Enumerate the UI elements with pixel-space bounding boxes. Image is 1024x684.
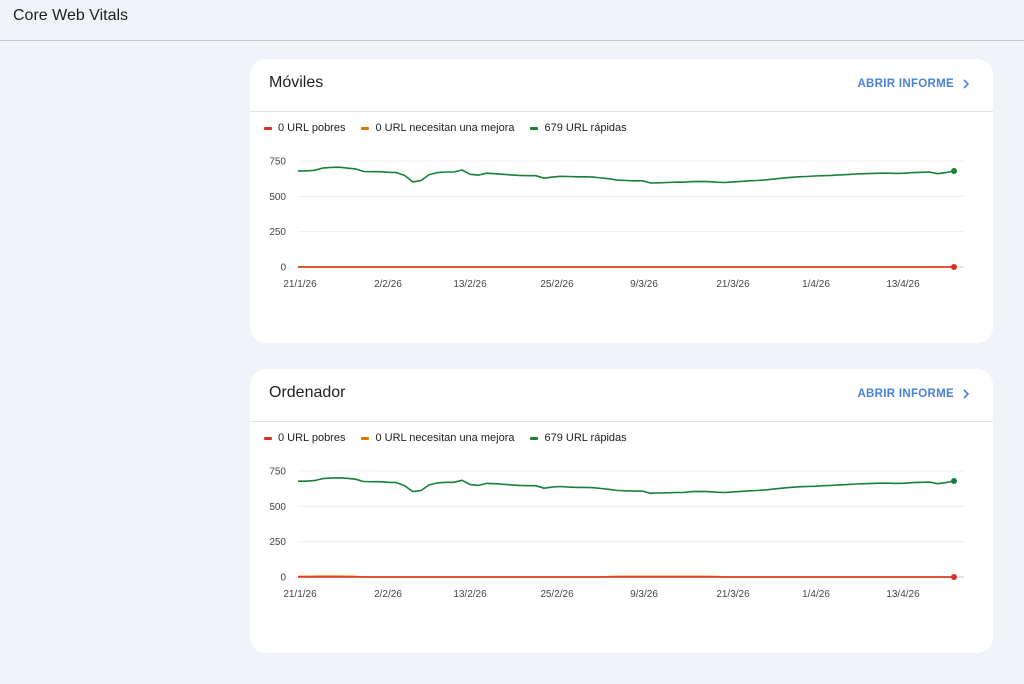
card-header: Móviles ABRIR INFORME [250,59,993,112]
y-tick-label: 0 [280,263,286,274]
legend-swatch [264,436,272,440]
top-bar: Core Web Vitals [0,0,1024,41]
y-tick-label: 750 [269,467,286,478]
card-title: Ordenador [269,384,346,401]
legend-item-poor[interactable]: 0 URL pobres [264,432,345,444]
legend-label: 0 URL pobres [278,122,346,134]
legend-swatch [530,126,539,130]
y-tick-label: 250 [269,227,286,238]
open-report-label: ABRIR INFORME [857,78,954,90]
page-title: Core Web Vitals [13,7,129,24]
chevron-right-icon [963,79,970,89]
mobile-card: Móviles ABRIR INFORME 0 URL pobres 0 URL… [250,59,993,343]
open-report-button[interactable]: ABRIR INFORME [857,388,971,400]
x-tick-label: 25/2/26 [540,279,574,290]
y-tick-label: 0 [280,573,286,584]
x-tick-label: 13/2/26 [453,589,487,600]
legend-label: 679 URL rápidas [544,432,627,444]
series-end-point [951,168,957,175]
card-header: Ordenador ABRIR INFORME [250,369,993,422]
legend-swatch [361,436,370,440]
legend-item-good[interactable]: 679 URL rápidas [530,122,627,134]
series-line [298,477,955,495]
legend: 0 URL pobres 0 URL necesitan una mejora … [264,122,643,134]
x-tick-label: 13/4/26 [886,589,920,600]
x-tick-label: 21/3/26 [716,279,750,290]
mobile-chart-svg: 0 250 500 750 21/1/26 2/2/26 13/2/26 25/2/26 9/3… [269,157,964,290]
desktop-card: Ordenador ABRIR INFORME 0 URL pobres 0 U… [250,369,993,653]
y-tick-label: 500 [269,192,286,203]
x-tick-label: 9/3/26 [630,589,658,600]
x-tick-label: 13/4/26 [886,279,920,290]
series-end-point [951,478,957,485]
open-report-label: ABRIR INFORME [857,388,954,400]
legend-item-good[interactable]: 679 URL rápidas [530,432,627,444]
x-tick-label: 21/1/26 [283,279,317,290]
x-tick-label: 21/3/26 [716,589,750,600]
legend-swatch [530,436,539,440]
x-tick-label: 1/4/26 [802,279,830,290]
series-line [298,166,955,184]
x-tick-label: 2/2/26 [374,279,402,290]
legend-item-poor[interactable]: 0 URL pobres [264,122,345,134]
legend: 0 URL pobres 0 URL necesitan una mejora … [264,432,643,444]
y-tick-label: 250 [269,537,286,548]
open-report-button[interactable]: ABRIR INFORME [857,78,971,90]
legend-item-needs-improvement[interactable]: 0 URL necesitan una mejora [361,122,514,134]
x-tick-label: 2/2/26 [374,589,402,600]
series-end-point [951,264,957,270]
y-tick-label: 750 [269,157,286,168]
x-tick-label: 21/1/26 [283,589,317,600]
legend-label: 0 URL necesitan una mejora [375,432,515,444]
card-title: Móviles [269,74,324,91]
x-tick-label: 13/2/26 [453,279,487,290]
desktop-chart: 0 250 500 750 21/1/26 2/2/26 13/2/26 25/2/26 9/3… [250,461,993,641]
legend-swatch [264,126,272,130]
legend-label: 0 URL pobres [278,432,346,444]
legend-swatch [361,126,370,130]
desktop-chart-svg: 0 250 500 750 21/1/26 2/2/26 13/2/26 25/2/26 9/3… [269,467,964,600]
legend-label: 679 URL rápidas [544,122,627,134]
legend-item-needs-improvement[interactable]: 0 URL necesitan una mejora [361,432,514,444]
y-tick-label: 500 [269,502,286,513]
chevron-right-icon [963,389,970,399]
x-tick-label: 25/2/26 [540,589,574,600]
x-tick-label: 1/4/26 [802,589,830,600]
legend-label: 0 URL necesitan una mejora [375,122,515,134]
series-end-point [951,574,957,580]
x-tick-label: 9/3/26 [630,279,658,290]
mobile-chart: 0 250 500 750 21/1/26 2/2/26 13/2/26 25/2/26 9/3… [250,151,993,331]
